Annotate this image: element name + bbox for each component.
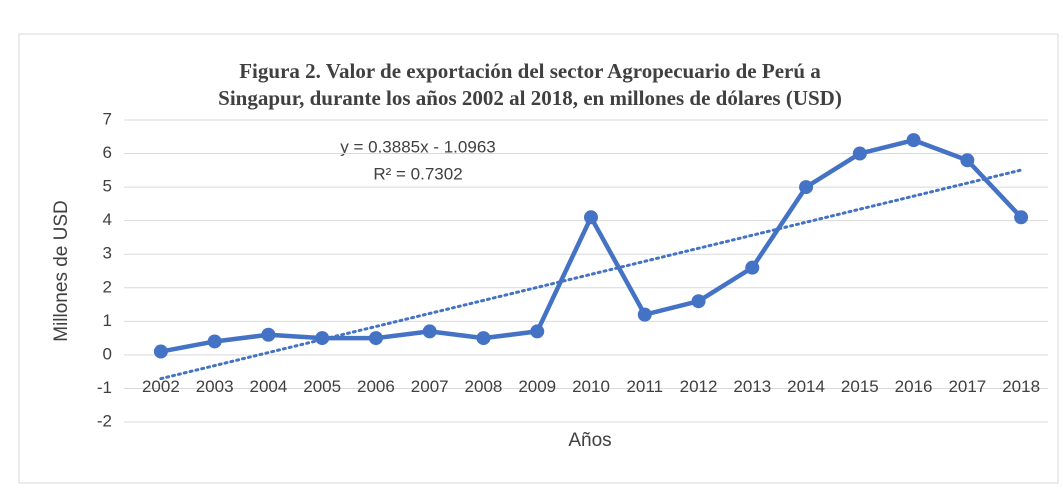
trendline-r2: R² = 0.7302 <box>373 164 462 183</box>
data-point <box>153 344 168 359</box>
data-point <box>207 334 222 349</box>
y-tick-label: 2 <box>103 277 112 296</box>
trendline-equation: y = 0.3885x - 1.0963 <box>340 137 495 156</box>
y-tick-label: 1 <box>103 311 112 330</box>
x-tick-label: 2012 <box>680 377 718 396</box>
y-tick-label: 3 <box>103 244 112 263</box>
y-axis-label: Millones de USD <box>51 200 72 342</box>
data-point <box>852 146 867 161</box>
data-point <box>960 153 975 168</box>
x-tick-label: 2010 <box>572 377 610 396</box>
x-tick-label: 2008 <box>465 377 503 396</box>
data-point <box>637 307 652 322</box>
y-tick-label: 7 <box>103 109 112 128</box>
x-tick-label: 2003 <box>196 377 234 396</box>
y-tick-label: 4 <box>103 210 112 229</box>
x-tick-label: 2007 <box>411 377 449 396</box>
data-point <box>530 324 545 339</box>
data-point <box>745 260 760 275</box>
y-tick-label: 0 <box>103 344 112 363</box>
data-point <box>691 294 706 309</box>
chart-title: Figura 2. Valor de exportación del secto… <box>239 59 821 83</box>
x-tick-label: 2004 <box>249 377 287 396</box>
x-tick-label: 2011 <box>626 377 663 396</box>
x-tick-label: 2014 <box>787 377 825 396</box>
x-axis-label: Años <box>568 430 611 451</box>
data-point <box>1014 210 1029 225</box>
x-tick-label: 2015 <box>841 377 879 396</box>
y-tick-label: -1 <box>97 378 112 397</box>
chart-title: Singapur, durante los años 2002 al 2018,… <box>218 86 842 110</box>
x-tick-label: 2016 <box>895 377 933 396</box>
x-tick-label: 2018 <box>1002 377 1040 396</box>
y-tick-label: -2 <box>97 411 112 430</box>
data-point <box>799 180 814 195</box>
data-point <box>368 331 383 346</box>
data-point <box>422 324 437 339</box>
data-point <box>906 133 921 148</box>
data-point <box>315 331 330 346</box>
x-tick-label: 2006 <box>357 377 395 396</box>
x-tick-label: 2017 <box>948 377 986 396</box>
data-point <box>261 327 276 342</box>
y-tick-label: 5 <box>103 177 112 196</box>
data-point <box>584 210 598 225</box>
data-point <box>476 331 491 346</box>
x-tick-label: 2005 <box>303 377 341 396</box>
chart-border <box>18 33 1059 484</box>
x-tick-label: 2009 <box>518 377 556 396</box>
x-tick-label: 2002 <box>142 377 180 396</box>
y-tick-label: 6 <box>103 143 112 162</box>
x-tick-label: 2013 <box>733 377 771 396</box>
trendline <box>159 168 1023 381</box>
